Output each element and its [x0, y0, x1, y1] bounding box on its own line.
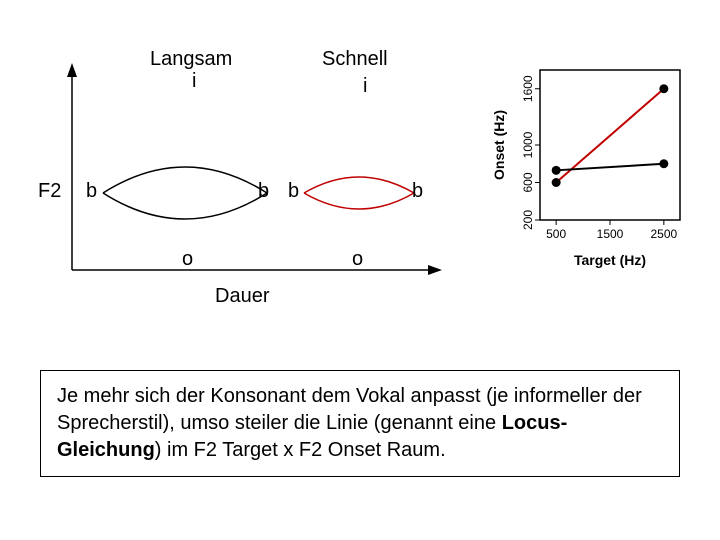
label-langsam-b-right: b: [258, 180, 269, 203]
svg-text:500: 500: [546, 227, 566, 241]
label-schnell-i: i: [363, 75, 367, 98]
langsam-eye: [103, 167, 267, 219]
schnell-eye: [304, 177, 414, 209]
label-dauer: Dauer: [215, 285, 269, 308]
label-f2: F2: [38, 180, 61, 203]
caption-post: ) im F2 Target x F2 Onset Raum.: [155, 439, 446, 461]
svg-text:Target (Hz): Target (Hz): [574, 252, 646, 268]
scatter-plot: 200 600 1000 1600 500 1500 2500 Target (Hz) Onse…: [478, 40, 708, 290]
label-schnell-title: Schnell: [322, 48, 388, 71]
left-diagram-svg: [40, 55, 460, 300]
label-langsam-b-left: b: [86, 180, 97, 203]
label-schnell-o: o: [352, 248, 363, 271]
left-axes: [67, 63, 442, 275]
label-langsam-title: Langsam: [150, 48, 232, 71]
svg-text:1500: 1500: [597, 227, 624, 241]
svg-text:1600: 1600: [521, 75, 535, 102]
svg-text:200: 200: [521, 210, 535, 230]
svg-text:2500: 2500: [650, 227, 677, 241]
slide-stage: Langsam i b b o Schnell i b b o F2 Dauer…: [0, 0, 720, 540]
label-schnell-b-left: b: [288, 180, 299, 203]
svg-text:Onset (Hz): Onset (Hz): [491, 110, 507, 180]
caption-box: Je mehr sich der Konsonant dem Vokal anp…: [40, 370, 680, 477]
label-schnell-b-right: b: [412, 180, 423, 203]
svg-text:1000: 1000: [521, 131, 535, 158]
svg-text:600: 600: [521, 172, 535, 192]
label-langsam-i: i: [192, 70, 196, 93]
label-langsam-o: o: [182, 248, 193, 271]
